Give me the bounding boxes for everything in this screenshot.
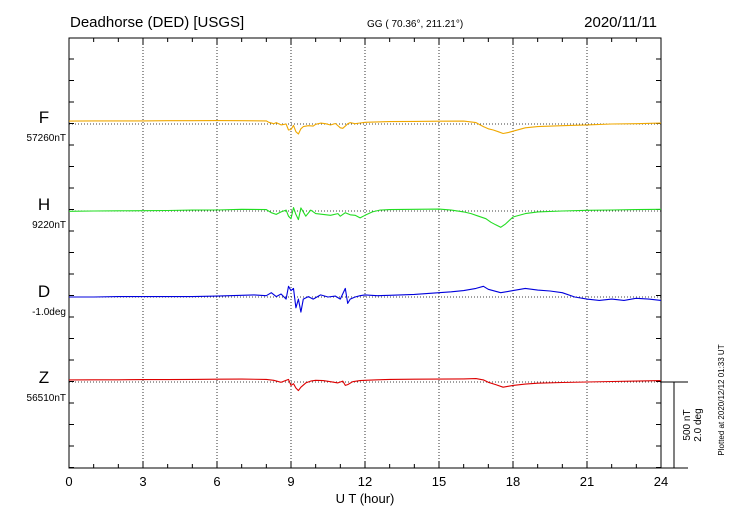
x-tick-label-15: 15 bbox=[432, 474, 446, 489]
baseline-grid bbox=[69, 123, 661, 383]
x-tick-label-3: 3 bbox=[139, 474, 146, 489]
x-tick-label-24: 24 bbox=[654, 474, 668, 489]
x-tick-label-21: 21 bbox=[580, 474, 594, 489]
x-tick-label-9: 9 bbox=[287, 474, 294, 489]
series-line-D bbox=[69, 285, 662, 313]
plot-area bbox=[68, 37, 662, 469]
series-line-F bbox=[68, 120, 662, 135]
series-line-H bbox=[68, 207, 662, 228]
vertical-grid bbox=[142, 38, 588, 468]
x-axis-title: U T (hour) bbox=[336, 491, 395, 506]
series-baseline-H: 9220nT bbox=[32, 220, 66, 231]
series-line-Z bbox=[68, 378, 662, 392]
series-name-H: H bbox=[38, 195, 50, 214]
scale-bar-deg-label: 2.0 deg bbox=[693, 408, 704, 441]
series-name-F: F bbox=[39, 108, 49, 127]
series-layer bbox=[68, 120, 662, 392]
series-baseline-D: -1.0deg bbox=[32, 307, 66, 318]
coordinates-label: GG ( 70.36°, 211.21°) bbox=[367, 19, 463, 30]
x-axis: 0 3 6 9 12 15 18 21 24 bbox=[65, 38, 668, 489]
series-name-Z: Z bbox=[39, 368, 49, 387]
series-name-D: D bbox=[38, 282, 50, 301]
scale-bar: 500 nT 2.0 deg bbox=[661, 381, 704, 469]
x-tick-label-0: 0 bbox=[65, 474, 72, 489]
scale-bar-nt-label: 500 nT bbox=[682, 409, 693, 440]
series-baseline-F: 57260nT bbox=[27, 133, 66, 144]
y-minor-ticks bbox=[69, 58, 661, 468]
x-tick-label-12: 12 bbox=[358, 474, 372, 489]
plotted-at-note: Plotted at 2020/12/12 01:33 UT bbox=[717, 344, 726, 455]
date-label: 2020/11/11 bbox=[584, 14, 657, 31]
x-tick-label-18: 18 bbox=[506, 474, 520, 489]
panel-labels: F 57260nT H 9220nT D -1.0deg Z 56510nT bbox=[27, 108, 66, 404]
station-title: Deadhorse (DED) [USGS] bbox=[70, 14, 244, 31]
series-baseline-Z: 56510nT bbox=[27, 393, 66, 404]
x-tick-label-6: 6 bbox=[213, 474, 220, 489]
